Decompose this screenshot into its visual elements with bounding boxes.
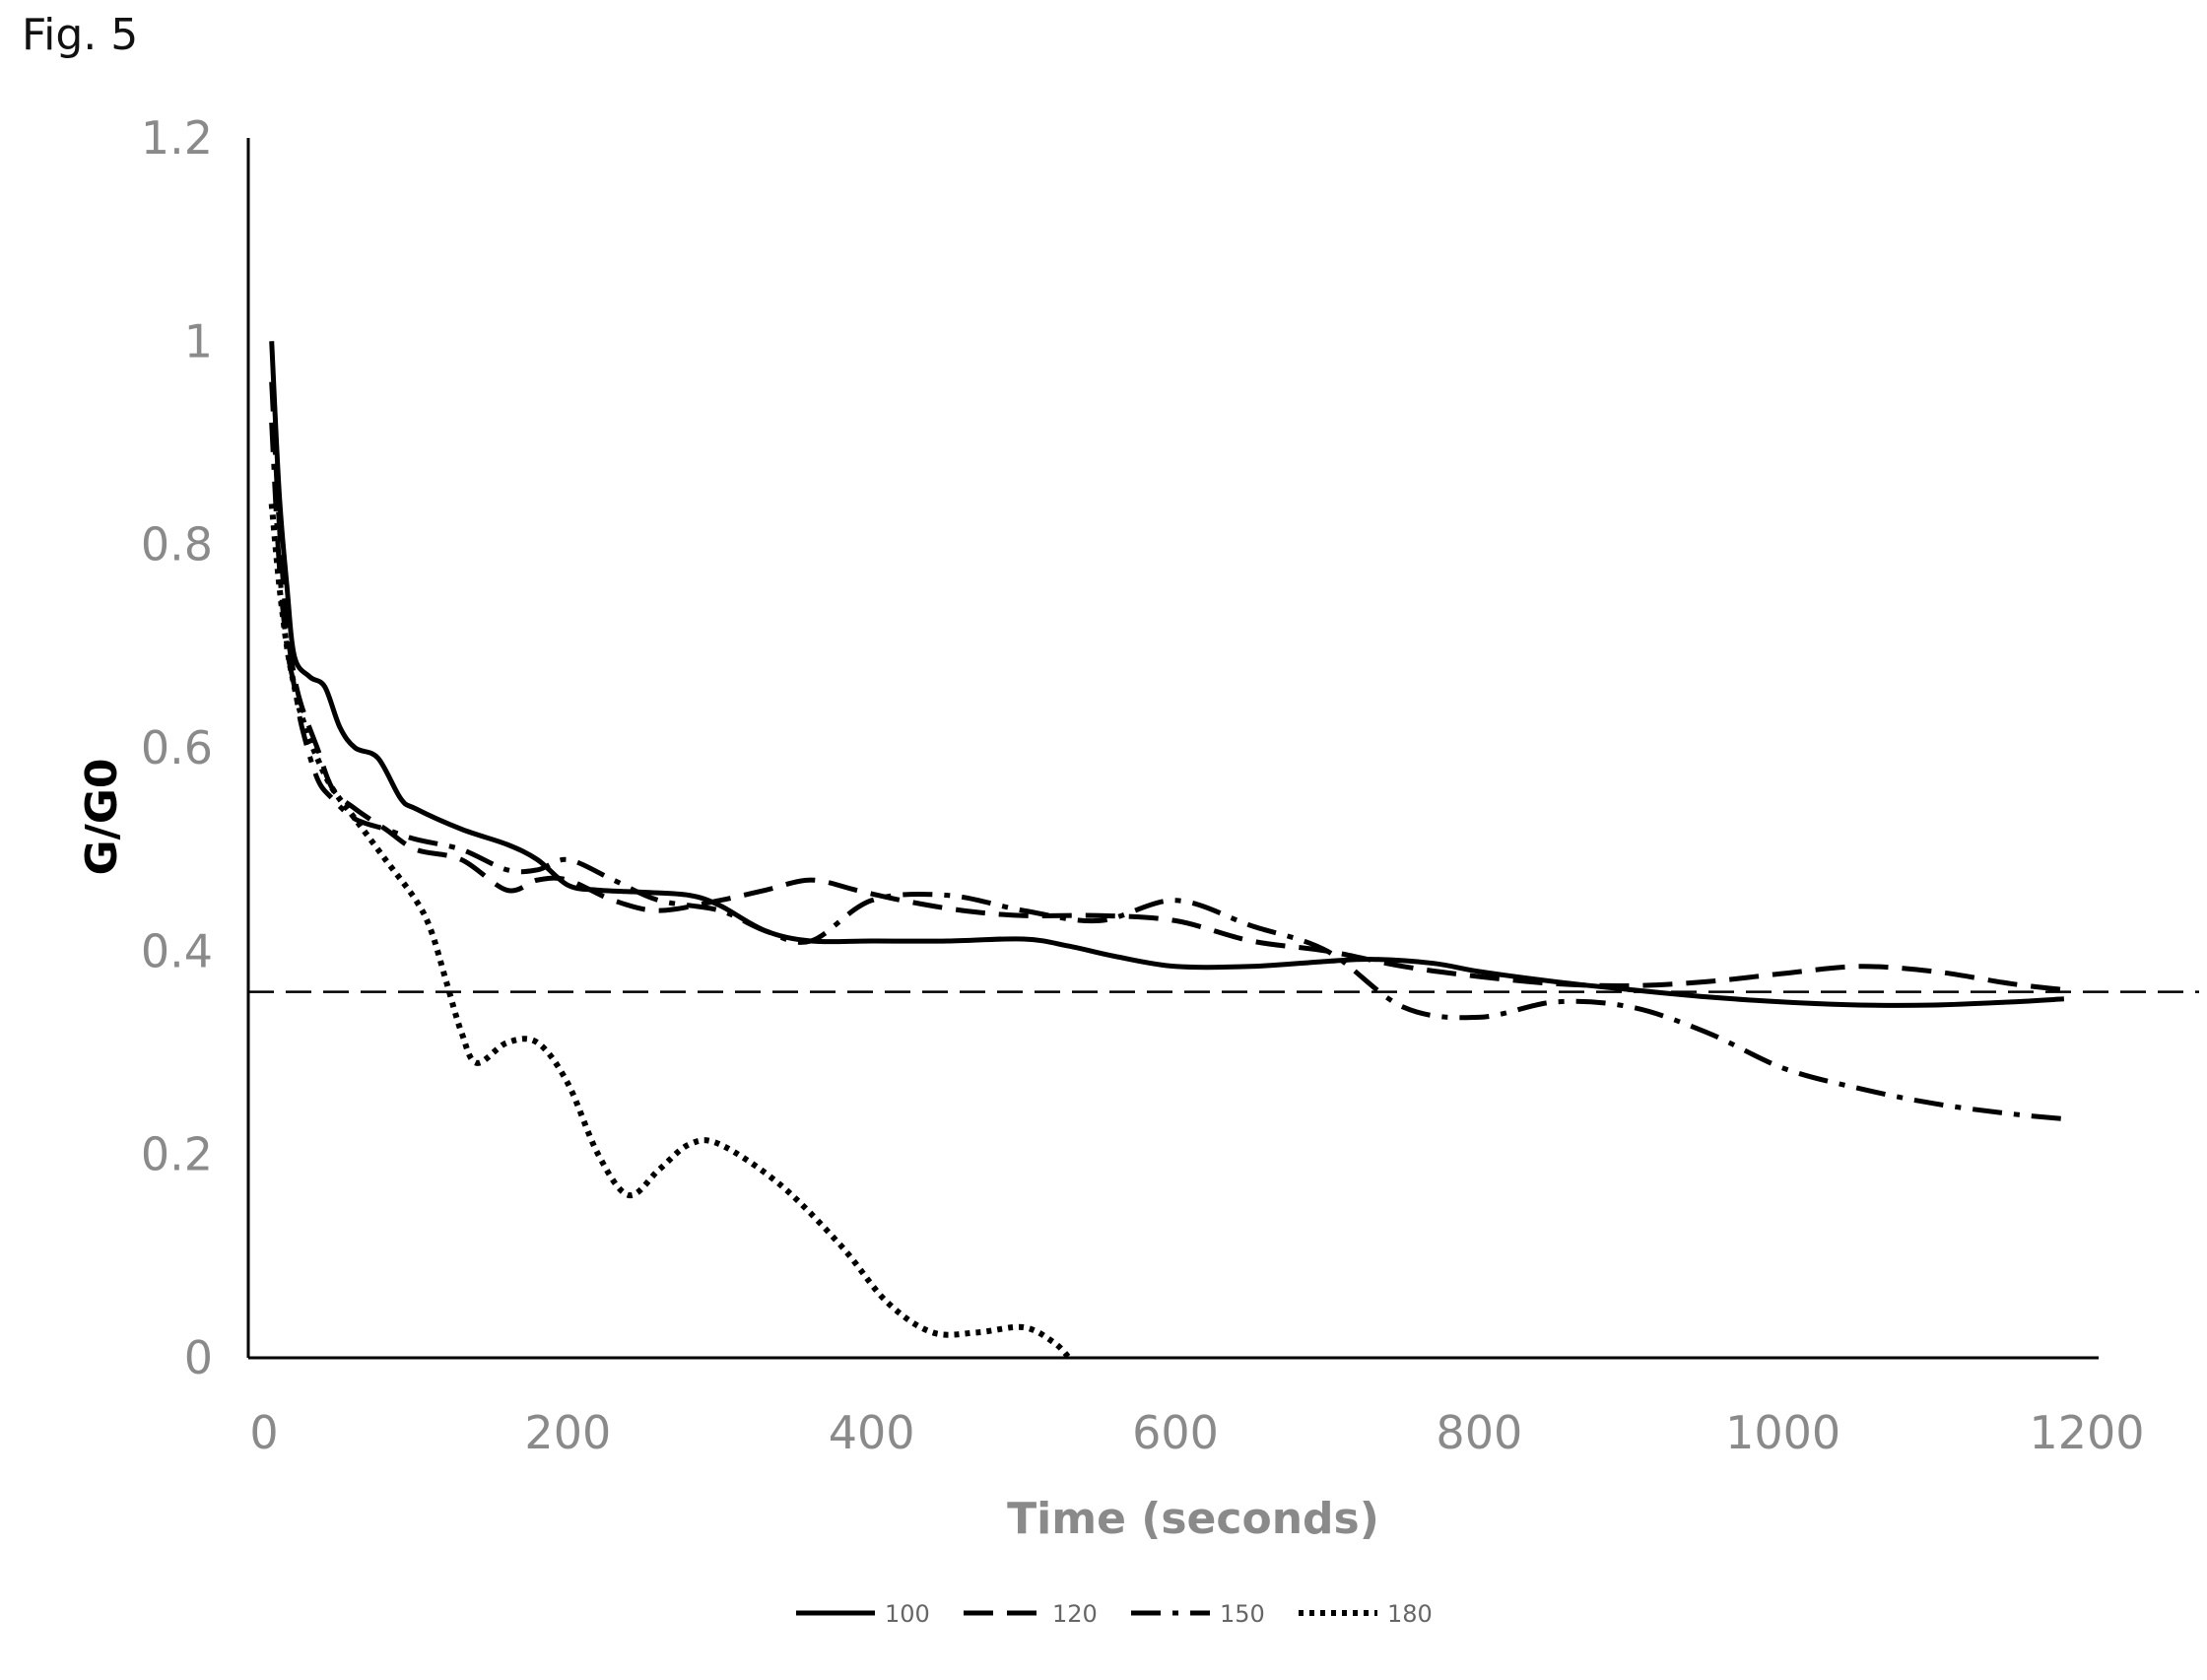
- x-tick-label: 1000: [1725, 1406, 1840, 1459]
- legend-label-100: 100: [885, 1600, 930, 1628]
- y-tick-label: 0.6: [141, 721, 213, 774]
- y-axis-title: G/G0: [77, 759, 127, 876]
- series-line-150: [269, 422, 2065, 1122]
- legend-label-150: 150: [1220, 1600, 1265, 1628]
- figure-label: Fig. 5: [22, 10, 139, 60]
- x-tick-label: 400: [829, 1406, 915, 1459]
- x-axis-title: Time (seconds): [1007, 1494, 1379, 1544]
- series-layer: [268, 341, 2065, 1361]
- series-line-180: [268, 504, 1072, 1361]
- legend-label-180: 180: [1387, 1600, 1433, 1628]
- y-tick-labels: 0 0.2 0.4 0.6 0.8 1 1.2: [141, 111, 213, 1384]
- y-tick-label: 0: [184, 1331, 213, 1384]
- series-line-100: [269, 341, 2065, 1008]
- x-tick-label: 800: [1436, 1406, 1522, 1459]
- y-tick-label: 0.2: [141, 1128, 213, 1181]
- legend-label-120: 120: [1052, 1600, 1098, 1628]
- axes-layer: [246, 138, 2099, 1360]
- x-tick-labels: 0 200 400 600 800 1000 1200: [249, 1406, 2144, 1459]
- legend: 100 120 150 180: [796, 1600, 1433, 1628]
- x-tick-label: 200: [524, 1406, 611, 1459]
- y-tick-label: 1: [184, 314, 213, 368]
- x-tick-label: 1200: [2029, 1406, 2144, 1459]
- x-tick-label: 0: [249, 1406, 278, 1459]
- series-line-120: [269, 381, 2065, 992]
- y-tick-label: 1.2: [141, 111, 213, 165]
- y-tick-label: 0.8: [141, 518, 213, 571]
- x-tick-label: 600: [1132, 1406, 1219, 1459]
- y-tick-label: 0.4: [141, 924, 213, 977]
